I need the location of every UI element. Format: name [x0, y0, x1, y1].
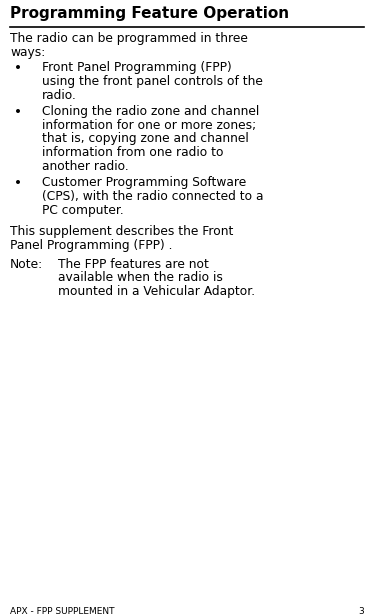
Text: The radio can be programmed in three: The radio can be programmed in three	[10, 32, 248, 45]
Text: •: •	[14, 176, 22, 190]
Text: The FPP features are not: The FPP features are not	[58, 257, 209, 270]
Text: Panel Programming (FPP) .: Panel Programming (FPP) .	[10, 239, 172, 252]
Text: ways:: ways:	[10, 46, 45, 59]
Text: Customer Programming Software: Customer Programming Software	[42, 176, 246, 189]
Text: radio.: radio.	[42, 89, 77, 102]
Text: 3: 3	[358, 607, 364, 616]
Text: •: •	[14, 61, 22, 75]
Text: information for one or more zones;: information for one or more zones;	[42, 119, 256, 132]
Text: Front Panel Programming (FPP): Front Panel Programming (FPP)	[42, 61, 232, 75]
Text: PC computer.: PC computer.	[42, 204, 124, 217]
Text: available when the radio is: available when the radio is	[58, 271, 223, 284]
Text: using the front panel controls of the: using the front panel controls of the	[42, 75, 263, 88]
Text: Programming Feature Operation: Programming Feature Operation	[10, 6, 289, 21]
Text: (CPS), with the radio connected to a: (CPS), with the radio connected to a	[42, 190, 264, 203]
Text: •: •	[14, 105, 22, 120]
Text: Note:: Note:	[10, 257, 43, 270]
Text: another radio.: another radio.	[42, 160, 129, 172]
Text: that is, copying zone and channel: that is, copying zone and channel	[42, 132, 249, 145]
Text: Cloning the radio zone and channel: Cloning the radio zone and channel	[42, 105, 259, 118]
Text: information from one radio to: information from one radio to	[42, 146, 224, 159]
Text: APX - FPP SUPPLEMENT: APX - FPP SUPPLEMENT	[10, 607, 114, 616]
Text: mounted in a Vehicular Adaptor.: mounted in a Vehicular Adaptor.	[58, 285, 255, 298]
Text: This supplement describes the Front: This supplement describes the Front	[10, 225, 233, 238]
